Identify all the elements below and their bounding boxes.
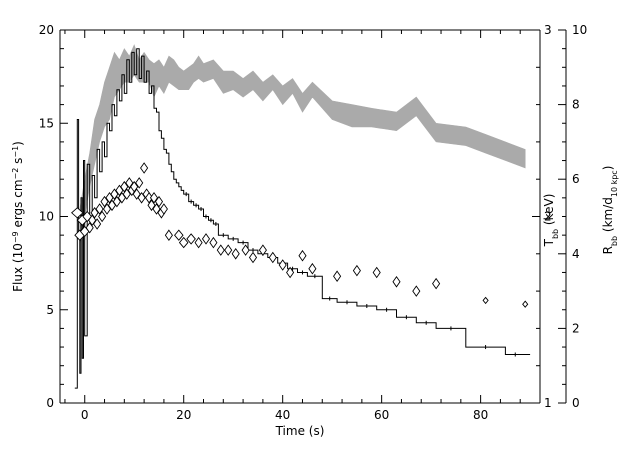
tbb-diamond [412, 285, 421, 297]
tbb-diamond [95, 203, 104, 215]
flux-step-line [74, 48, 531, 389]
rbb-tick-label: 8 [572, 98, 580, 112]
tbb-diamond [137, 192, 146, 204]
rbb-axis-title-part: 10 kpc [610, 170, 619, 197]
flux-axis-title: Flux (10−9 ergs cm−2 s−1) [11, 141, 26, 292]
rbb-axis-title-part: ) [601, 166, 615, 171]
x-tick-label: 40 [275, 408, 290, 422]
tbb-diamond [71, 207, 84, 219]
flux-axis-title-part: s [11, 158, 25, 168]
tbb-diamond [120, 180, 129, 193]
tbb-diamond [88, 214, 97, 226]
tbb-diamond [135, 177, 144, 189]
flux-tick-label: 20 [39, 23, 54, 37]
tbb-diamond [90, 207, 99, 219]
tbb-axis-title: Tbb (keV) [542, 194, 560, 248]
flux-axis-title-part: −2 [11, 168, 20, 180]
tbb-diamond [231, 248, 240, 260]
rbb-axis-title-part: (km/d [601, 197, 615, 236]
tbb-diamond [333, 270, 342, 282]
tbb-diamond [216, 244, 225, 256]
tbb-diamond [102, 203, 112, 215]
tbb-diamond [154, 195, 164, 208]
tbb-diamond [209, 236, 218, 249]
tbb-diamond [258, 244, 267, 256]
tbb-diamond [372, 266, 381, 279]
tbb-diamond [308, 262, 317, 275]
flux-axis-title-part: −9 [11, 231, 20, 243]
flux-tick-label: 15 [39, 116, 54, 130]
tbb-diamond [98, 210, 107, 223]
tbb-diamond [286, 266, 295, 279]
tbb-diamond [522, 300, 529, 308]
tbb-diamond [298, 249, 307, 262]
flux-axis-title-part: −1 [11, 146, 20, 158]
tbb-diamond [352, 264, 361, 277]
tbb-diamond [93, 218, 102, 230]
rbb-axis-title-part: bb [610, 236, 619, 246]
tbb-diamond [392, 276, 401, 288]
tbb-diamond [159, 203, 168, 215]
rbb-tick-label: 0 [572, 396, 580, 410]
tbb-diamond [186, 233, 196, 245]
rbb-tick-label: 4 [572, 247, 580, 261]
tbb-diamond [112, 195, 121, 208]
tbb-tick-label: 1 [544, 396, 552, 410]
tbb-tick-label: 3 [544, 23, 552, 37]
flux-tick-label: 0 [46, 396, 54, 410]
x-tick-label: 80 [473, 408, 488, 422]
rbb-tick-label: 2 [572, 321, 580, 335]
x-tick-label: 60 [374, 408, 389, 422]
tbb-diamond [224, 244, 233, 256]
rbb-tick-label: 6 [572, 172, 580, 186]
tbb-diamond [130, 180, 139, 193]
tbb-diamond [82, 210, 92, 223]
tbb-tick-label: 2 [544, 210, 552, 224]
flux-tick-label: 10 [39, 210, 54, 224]
tbb-diamond [432, 277, 441, 290]
tbb-diamond [140, 162, 149, 174]
rbb-axis-title-part: R [601, 246, 615, 254]
tbb-diamond [164, 229, 173, 241]
tbb-axis-title-part: bb [551, 229, 560, 239]
tbb-diamond [194, 236, 203, 249]
flux-tick-label: 5 [46, 303, 54, 317]
tbb-diamond [110, 188, 119, 200]
tbb-diamond [278, 259, 287, 271]
flux-axis-title-part: ergs cm [11, 179, 25, 231]
x-tick-label: 0 [81, 408, 89, 422]
tbb-diamond [174, 229, 184, 241]
tbb-diamond [122, 188, 131, 200]
tbb-diamond [178, 236, 189, 249]
flux-axis-title-part: Flux (10 [11, 243, 25, 292]
tbb-axis-title-part: (keV) [542, 194, 556, 229]
tbb-diamond [85, 221, 94, 234]
tbb-diamond [100, 195, 109, 208]
x-tick-label: 20 [176, 408, 191, 422]
tbb-diamond [248, 251, 258, 264]
tbb-axis-title-part: T [542, 238, 556, 247]
tbb-diamond [482, 296, 489, 305]
tbb-diamond [147, 199, 156, 212]
axes: 0 20 40 60 80 Time (s) 0 5 10 15 20 1 2 3 0 2 4 6 8 10 Flux … [11, 23, 619, 438]
tbb-diamond [268, 251, 277, 264]
tbb-diamond [125, 177, 134, 189]
rbb-axis-title: Rbb (km/d10 kpc) [601, 166, 619, 255]
x-axis-title: Time (s) [275, 424, 325, 438]
rbb-tick-label: 10 [572, 23, 587, 37]
rbb-band [79, 44, 526, 243]
tbb-diamond [241, 244, 250, 256]
tbb-diamond [149, 192, 159, 204]
plot-area [71, 44, 531, 389]
tbb-diamond [152, 203, 161, 215]
tbb-diamond [201, 233, 211, 245]
flux-axis-title-part: ) [11, 141, 25, 146]
